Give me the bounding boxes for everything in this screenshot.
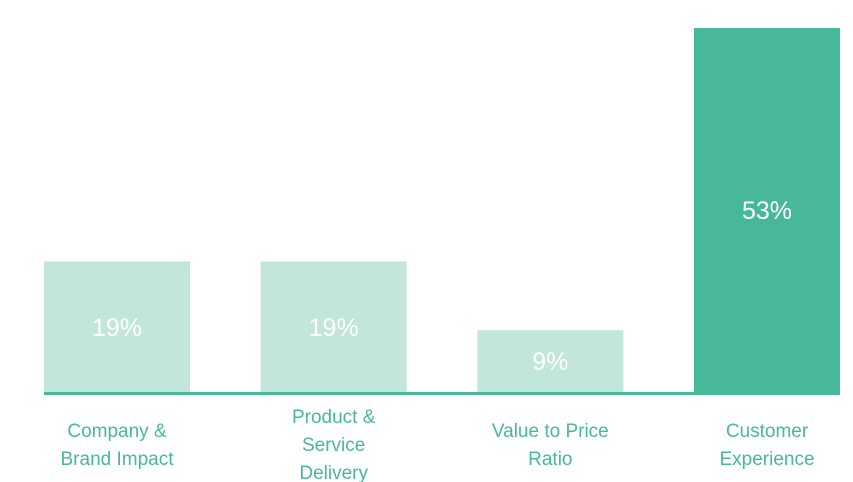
category-label-3-line-1: Experience <box>719 449 814 470</box>
bar-1 <box>260 261 407 392</box>
value-label-0: 19% <box>92 314 142 342</box>
category-label-2-line-0: Value to Price <box>492 421 609 442</box>
category-label-1-line-0: Product & <box>292 407 376 428</box>
category-label-0-line-1: Brand Impact <box>61 449 175 470</box>
bar-0 <box>44 261 190 392</box>
category-label-0-line-0: Company & <box>67 421 167 442</box>
bar-3 <box>694 28 840 392</box>
category-label-2: Value to Price Ratio <box>492 421 609 470</box>
value-label-2: 9% <box>532 348 568 376</box>
value-labels-group: 19% 19% 9% 53% <box>92 197 792 376</box>
bar-2 <box>477 330 624 392</box>
category-label-2-line-1: Ratio <box>528 449 572 470</box>
category-label-1-line-2: Delivery <box>299 463 368 482</box>
value-label-1: 19% <box>309 314 359 342</box>
category-label-1-line-1: Service <box>302 435 365 456</box>
category-label-3-line-0: Customer <box>726 421 809 442</box>
category-label-3: Customer Experience <box>719 421 814 470</box>
bars-group <box>44 28 840 392</box>
value-label-3: 53% <box>742 197 792 225</box>
category-label-0: Company & Brand Impact <box>61 421 175 470</box>
category-labels-group: Company & Brand Impact Product & Service Del… <box>61 407 815 482</box>
category-label-1: Product & Service Delivery <box>292 407 376 482</box>
